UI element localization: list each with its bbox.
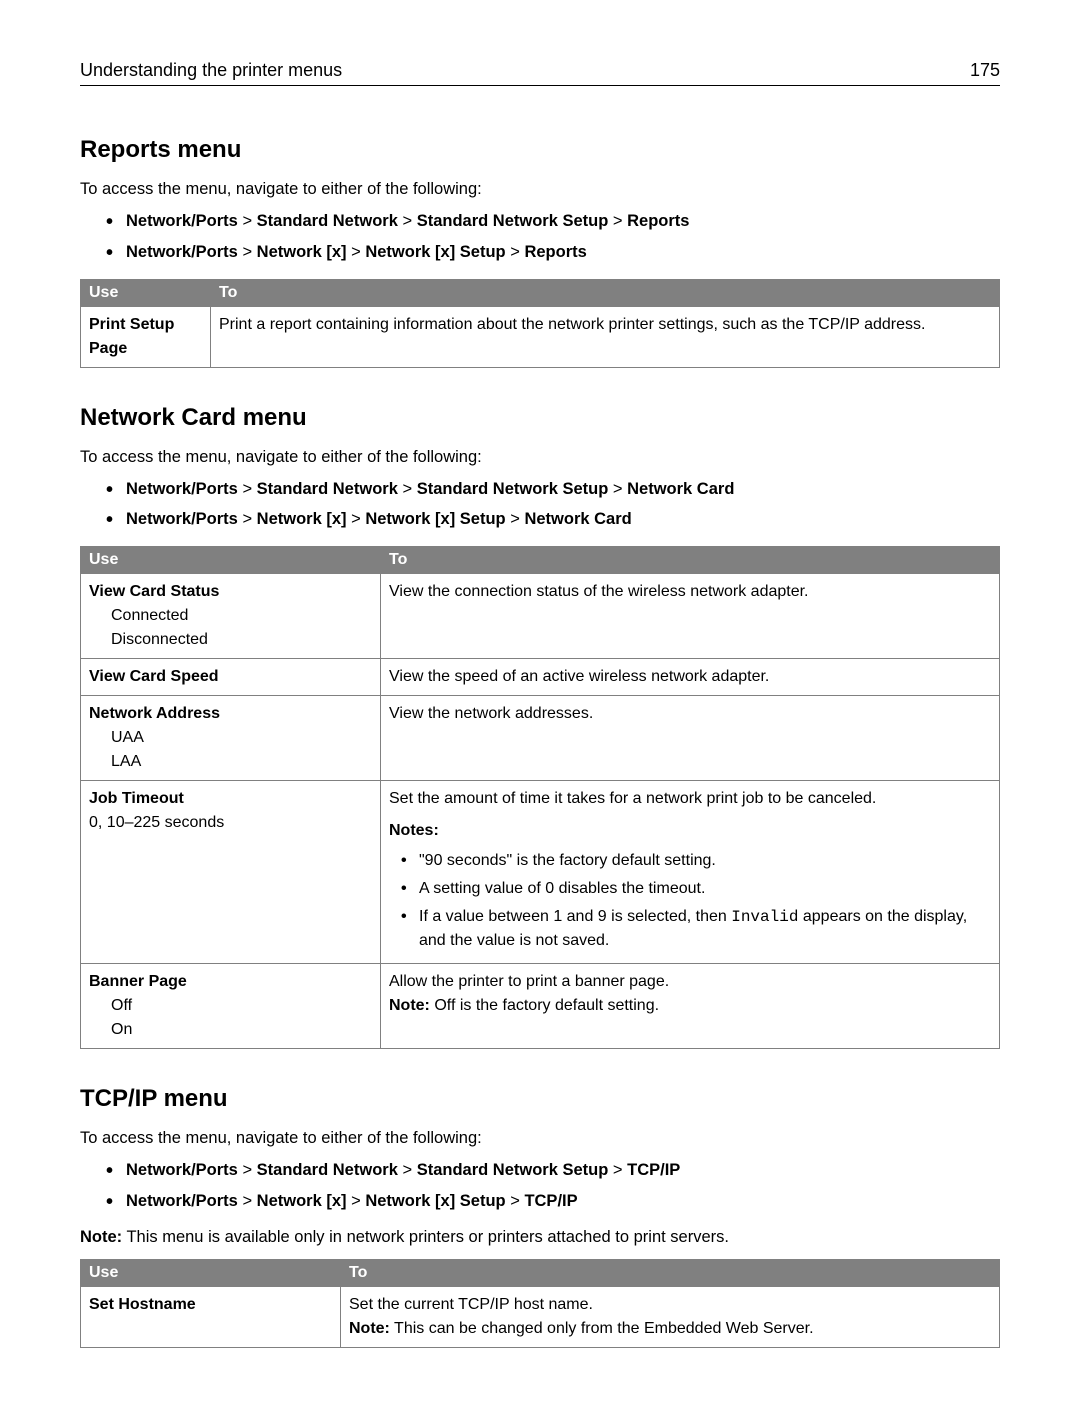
tcpip-heading: TCP/IP menu (80, 1085, 1000, 1113)
table-row: View Card Speed View the speed of an act… (81, 659, 1000, 696)
cell-use: View Card Speed (81, 659, 381, 696)
th-to: To (341, 1259, 1000, 1286)
nav-path: Network/Ports > Network [x] > Network [x… (106, 240, 1000, 265)
nav-path: Network/Ports > Network [x] > Network [x… (106, 507, 1000, 532)
nav-path: Network/Ports > Standard Network > Stand… (106, 1158, 1000, 1183)
table-row: Network Address UAA LAA View the network… (81, 696, 1000, 781)
tcpip-intro: To access the menu, navigate to either o… (80, 1129, 1000, 1148)
page-header: Understanding the printer menus 175 (80, 60, 1000, 86)
note-item: "90 seconds" is the factory default sett… (401, 849, 991, 873)
network-card-intro: To access the menu, navigate to either o… (80, 448, 1000, 467)
table-row: Banner Page Off On Allow the printer to … (81, 964, 1000, 1049)
tcpip-table: Use To Set Hostname Set the current TCP/… (80, 1259, 1000, 1348)
cell-use: Print Setup Page (81, 306, 211, 367)
table-row: Job Timeout 0, 10–225 seconds Set the am… (81, 781, 1000, 964)
reports-heading: Reports menu (80, 136, 1000, 164)
reports-intro: To access the menu, navigate to either o… (80, 180, 1000, 199)
cell-use: Job Timeout 0, 10–225 seconds (81, 781, 381, 964)
network-card-heading: Network Card menu (80, 404, 1000, 432)
cell-to: Set the current TCP/IP host name. Note: … (341, 1286, 1000, 1347)
tcpip-nav-list: Network/Ports > Standard Network > Stand… (106, 1158, 1000, 1214)
cell-to: View the speed of an active wireless net… (381, 659, 1000, 696)
th-use: Use (81, 1259, 341, 1286)
nav-path: Network/Ports > Standard Network > Stand… (106, 477, 1000, 502)
th-to: To (211, 279, 1000, 306)
nav-path: Network/Ports > Standard Network > Stand… (106, 209, 1000, 234)
table-row: Set Hostname Set the current TCP/IP host… (81, 1286, 1000, 1347)
page-number: 175 (970, 60, 1000, 81)
cell-use: Network Address UAA LAA (81, 696, 381, 781)
cell-to: View the connection status of the wirele… (381, 574, 1000, 659)
reports-menu-section: Reports menu To access the menu, navigat… (80, 136, 1000, 368)
th-use: Use (81, 279, 211, 306)
cell-to: View the network addresses. (381, 696, 1000, 781)
cell-use: View Card Status Connected Disconnected (81, 574, 381, 659)
reports-table: Use To Print Setup Page Print a report c… (80, 279, 1000, 368)
cell-to: Allow the printer to print a banner page… (381, 964, 1000, 1049)
network-card-table: Use To View Card Status Connected Discon… (80, 546, 1000, 1049)
network-card-nav-list: Network/Ports > Standard Network > Stand… (106, 477, 1000, 533)
cell-to: Set the amount of time it takes for a ne… (381, 781, 1000, 964)
note-item: If a value between 1 and 9 is selected, … (401, 905, 991, 953)
tcpip-note: Note: This menu is available only in net… (80, 1228, 1000, 1247)
tcpip-section: TCP/IP menu To access the menu, navigate… (80, 1085, 1000, 1348)
table-row: Print Setup Page Print a report containi… (81, 306, 1000, 367)
reports-nav-list: Network/Ports > Standard Network > Stand… (106, 209, 1000, 265)
th-use: Use (81, 547, 381, 574)
cell-to: Print a report containing information ab… (211, 306, 1000, 367)
network-card-section: Network Card menu To access the menu, na… (80, 404, 1000, 1050)
cell-use: Banner Page Off On (81, 964, 381, 1049)
table-row: View Card Status Connected Disconnected … (81, 574, 1000, 659)
nav-path: Network/Ports > Network [x] > Network [x… (106, 1189, 1000, 1214)
th-to: To (381, 547, 1000, 574)
cell-use: Set Hostname (81, 1286, 341, 1347)
note-item: A setting value of 0 disables the timeou… (401, 877, 991, 901)
header-title: Understanding the printer menus (80, 60, 342, 81)
notes-list: "90 seconds" is the factory default sett… (401, 849, 991, 953)
